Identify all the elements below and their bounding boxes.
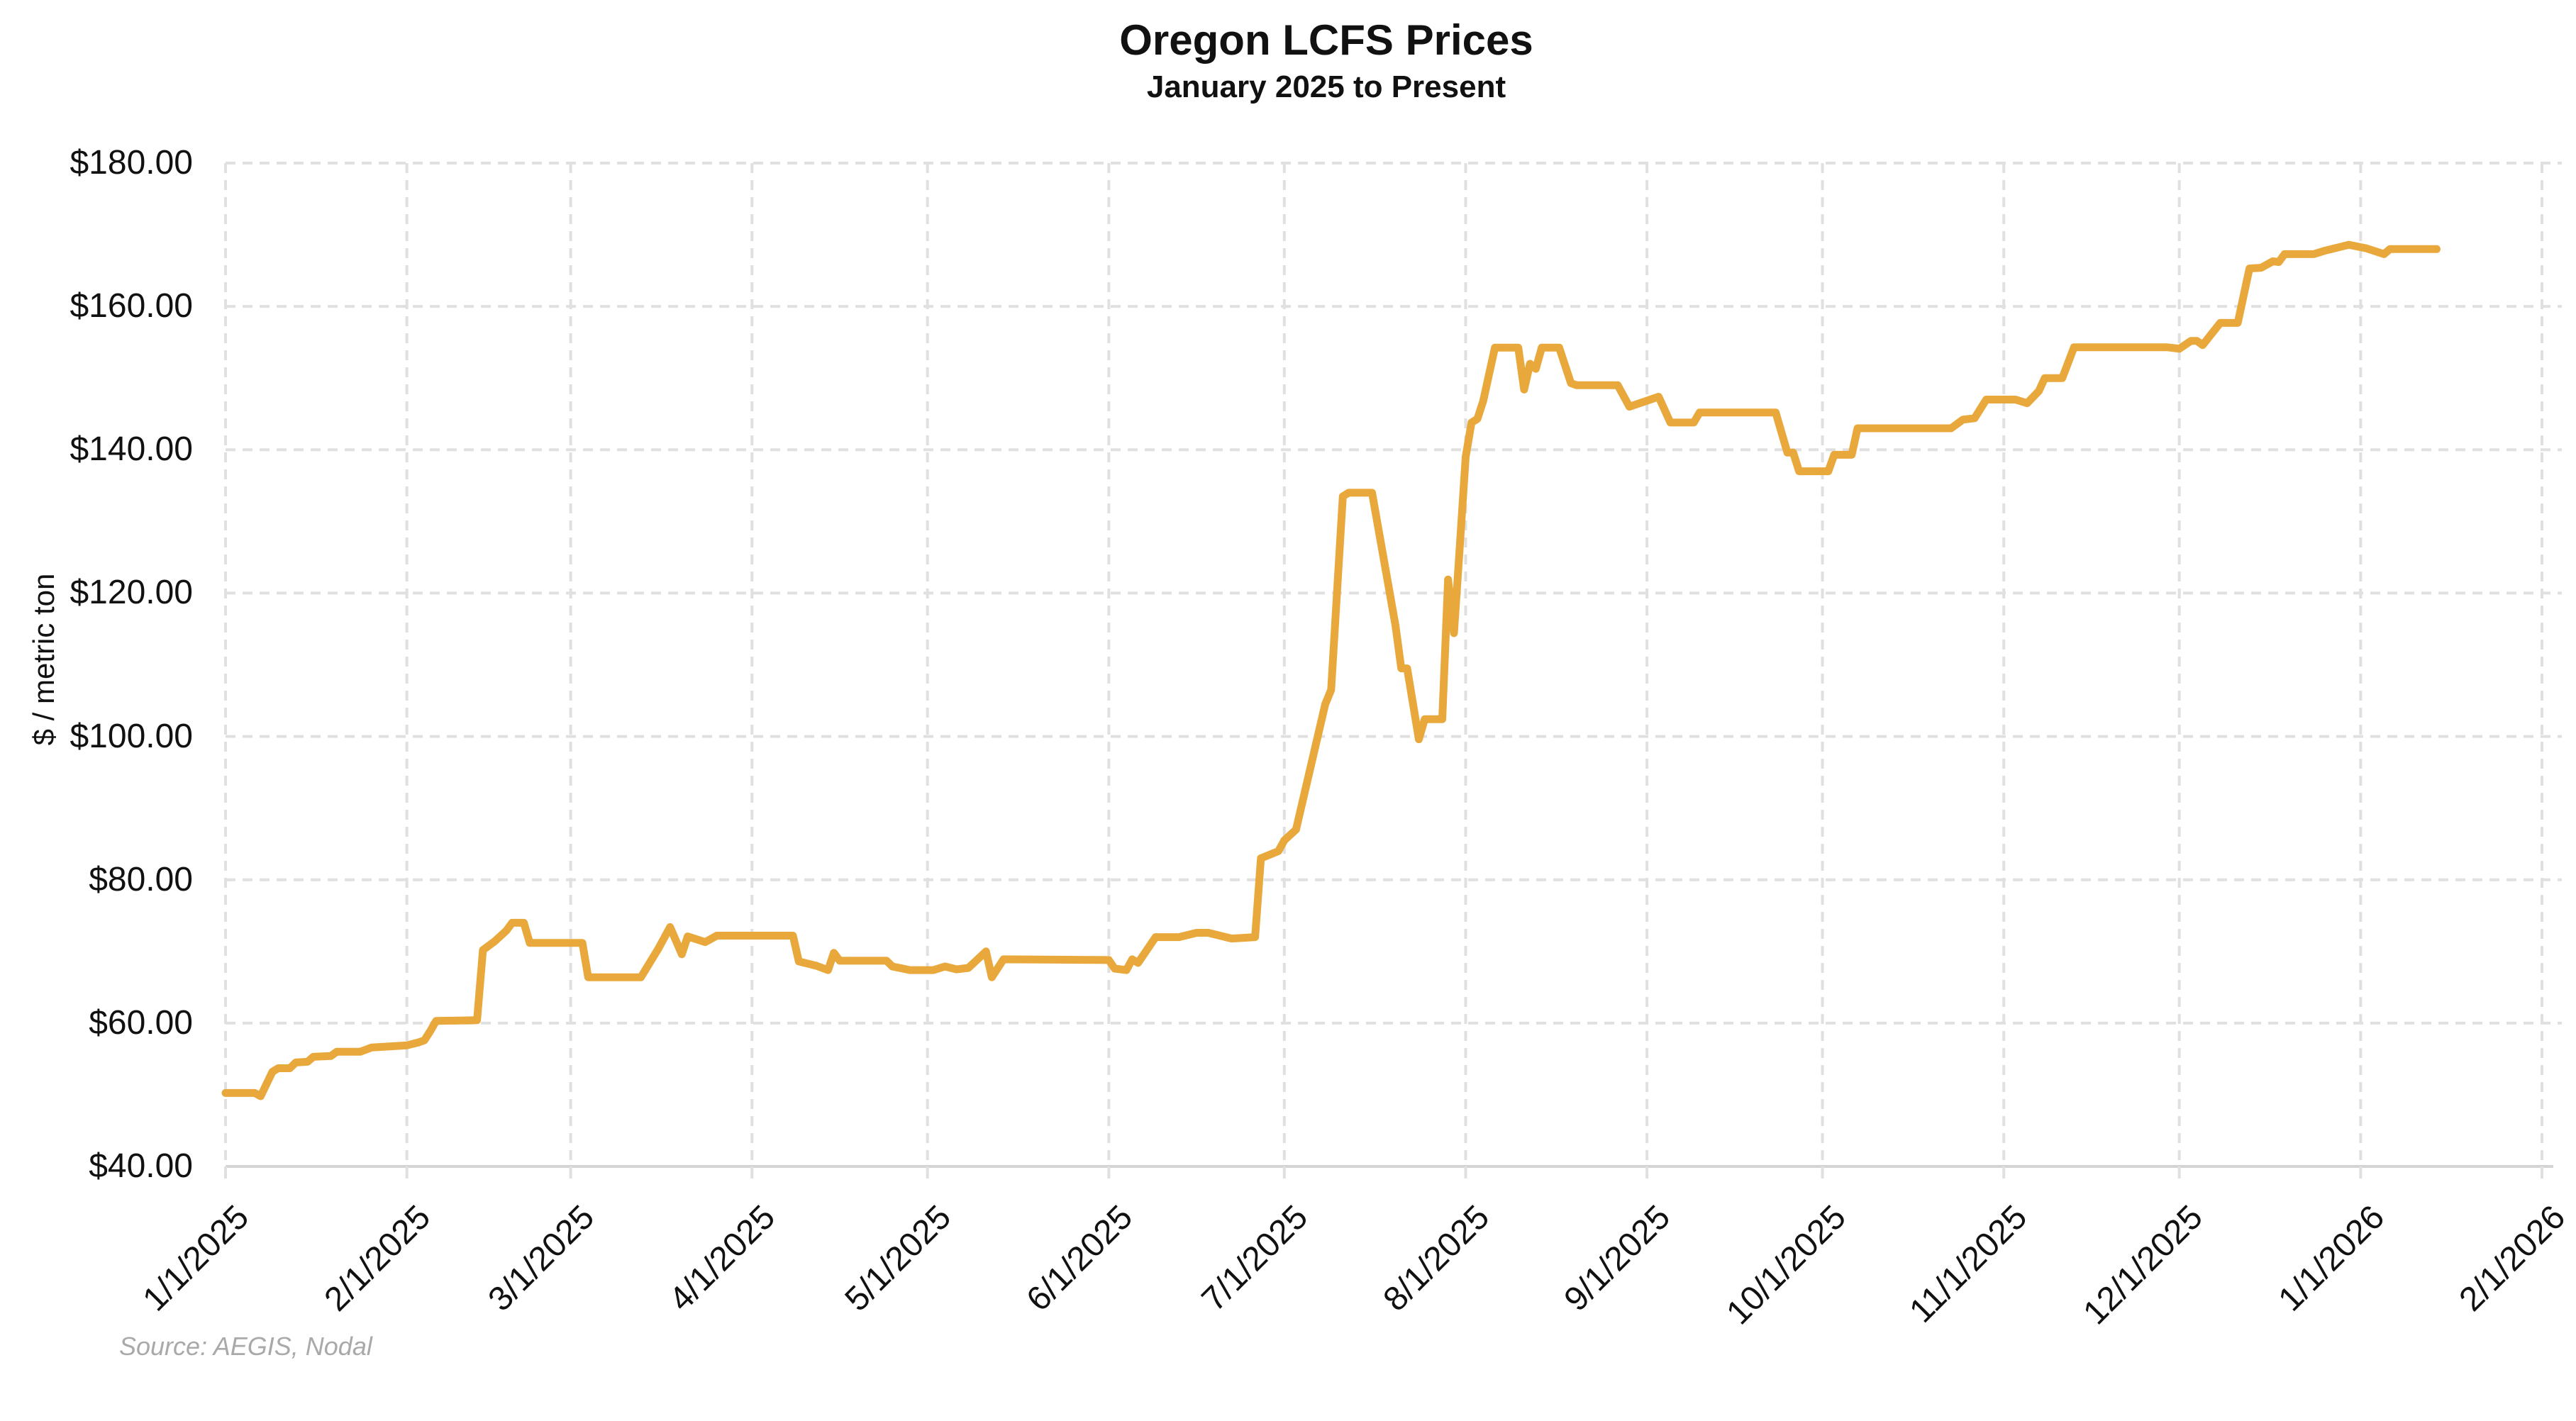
y-tick-label: $80.00 <box>89 860 193 898</box>
source-note: Source: AEGIS, Nodal <box>119 1332 372 1361</box>
y-tick-label: $120.00 <box>70 574 193 612</box>
y-tick-label: $60.00 <box>89 1003 193 1042</box>
chart-header: Oregon LCFS Prices January 2025 to Prese… <box>0 16 2576 106</box>
page-title: Oregon LCFS Prices <box>1119 16 1533 64</box>
y-tick-label: $160.00 <box>70 287 193 325</box>
y-tick-label: $40.00 <box>89 1147 193 1185</box>
y-tick-label: $180.00 <box>70 144 193 182</box>
price-line <box>221 240 2441 1100</box>
y-tick-label: $140.00 <box>70 430 193 469</box>
page-subtitle: January 2025 to Present <box>1146 69 1506 104</box>
y-tick-label: $100.00 <box>70 717 193 755</box>
